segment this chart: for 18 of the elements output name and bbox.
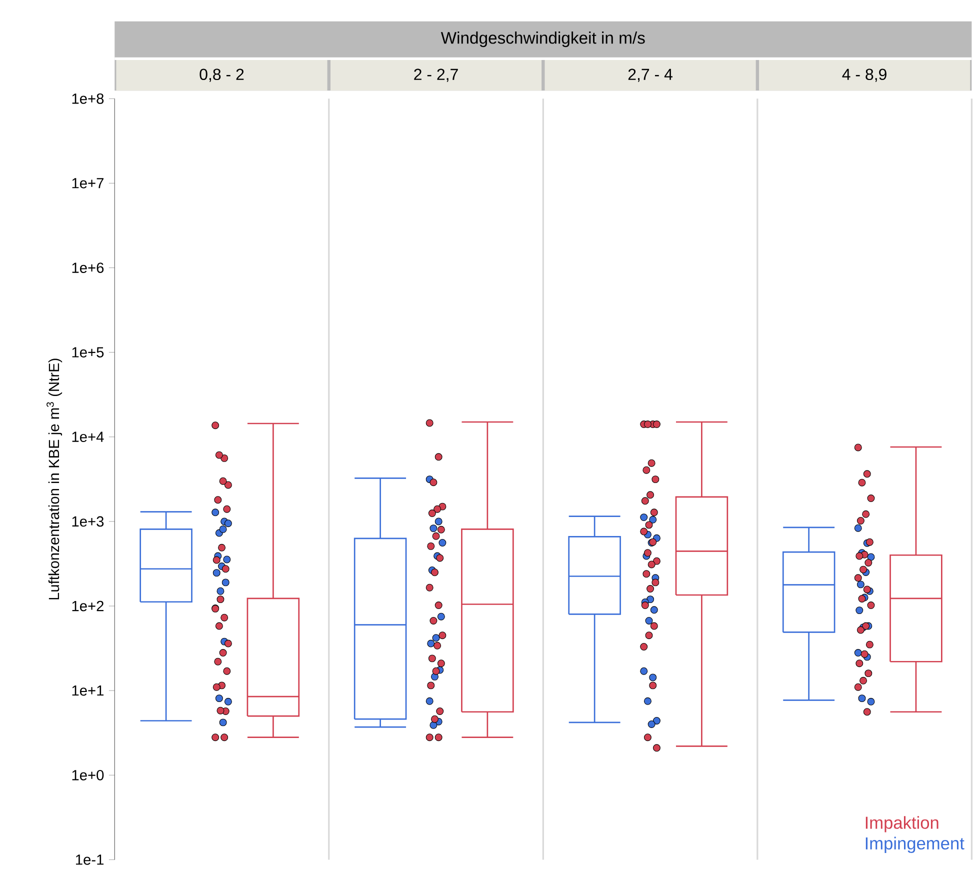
y-tick-label: 1e+5 [72,347,104,358]
y-tick-label: 1e+3 [72,516,104,527]
y-tick-label: 1e+6 [72,262,104,274]
text: Impingement [866,836,964,854]
x-tick-label: 0,8 - 2 [200,68,244,82]
y-tick-label: 1e+8 [72,94,104,104]
y-tick-label: 1e+2 [72,600,104,612]
text: Impaktion [866,816,938,832]
y-tick-label: 1e+4 [72,432,104,442]
y-axis-title: Luftkonzentration in KBE je m$^{3}$ (NtrE) [46,358,62,600]
x-tick-label: 2 - 2,7 [414,68,458,82]
y-tick-label: 1e-1 [76,854,104,865]
x-tick-label: 4 - 8,9 [842,68,886,82]
x-tick-label: 2,7 - 4 [628,68,672,82]
y-tick-label: 1e+0 [72,770,104,780]
x-axis-title: Windgeschwindigkeit in m/s [440,32,645,48]
y-tick-label: 1e+7 [72,178,104,188]
y-tick-label: 1e+1 [72,686,104,696]
